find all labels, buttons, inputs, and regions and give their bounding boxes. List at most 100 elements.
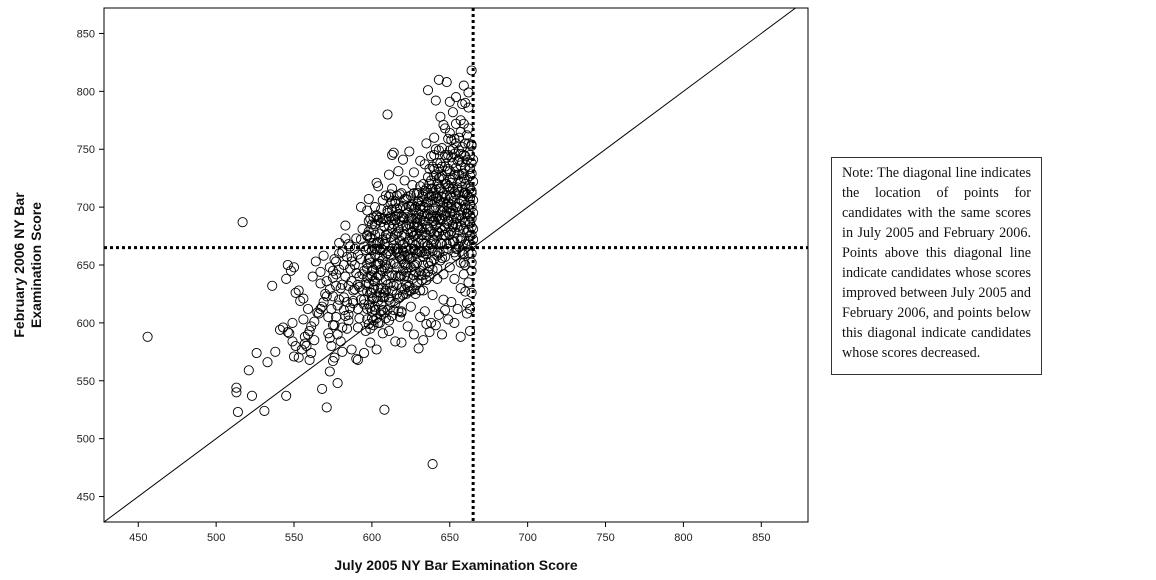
data-point	[440, 305, 451, 316]
data-point	[332, 378, 343, 389]
data-point	[315, 303, 326, 315]
data-point	[382, 109, 393, 120]
data-point	[436, 170, 448, 181]
data-point	[446, 296, 457, 308]
data-point	[432, 263, 443, 274]
data-point	[383, 325, 395, 337]
data-point	[387, 204, 398, 215]
data-point	[298, 314, 309, 325]
data-point	[388, 280, 399, 291]
data-point	[426, 151, 437, 162]
data-point	[436, 143, 448, 154]
data-point	[315, 266, 326, 277]
data-point	[293, 285, 304, 296]
y-tick-label: 700	[77, 202, 95, 214]
data-point	[323, 312, 334, 323]
data-point	[440, 149, 451, 161]
data-point	[231, 382, 242, 393]
data-point	[408, 221, 419, 232]
data-point	[455, 331, 466, 342]
data-point	[466, 202, 477, 213]
data-point	[371, 344, 382, 355]
data-point	[368, 320, 379, 331]
data-point	[274, 324, 286, 335]
x-tick-label: 650	[441, 532, 459, 544]
data-point	[463, 138, 474, 149]
data-point	[429, 163, 440, 174]
data-point	[368, 264, 379, 275]
data-point	[438, 269, 449, 280]
data-point	[427, 195, 438, 206]
data-point	[324, 284, 335, 295]
data-point	[285, 265, 296, 276]
data-point	[435, 171, 446, 183]
data-point	[354, 281, 365, 293]
data-point	[464, 325, 476, 337]
data-point	[281, 390, 292, 401]
data-point	[349, 284, 360, 295]
data-point	[446, 199, 457, 210]
y-tick-label: 800	[77, 86, 95, 98]
data-point	[413, 343, 424, 354]
data-point	[463, 87, 474, 98]
data-point	[383, 169, 395, 180]
data-point	[340, 220, 351, 231]
data-point	[357, 224, 368, 235]
data-point	[337, 322, 348, 333]
y-axis: 450 500 550 600 650 700 750 800 850	[77, 28, 104, 504]
data-point	[443, 314, 454, 325]
data-point	[436, 329, 448, 340]
y-tick-label: 850	[77, 28, 95, 40]
data-point	[424, 204, 435, 215]
data-point	[331, 256, 342, 267]
data-point	[363, 243, 374, 254]
data-point	[416, 270, 427, 281]
note-box: Note: The diagonal line indicates the lo…	[831, 157, 1042, 375]
data-point	[397, 200, 409, 212]
data-point	[452, 303, 463, 315]
data-point	[393, 166, 404, 177]
data-point	[394, 312, 405, 323]
y-axis-title-line-1: February 2006 NY Bar	[11, 192, 27, 338]
data-point	[438, 294, 449, 305]
data-point	[390, 270, 401, 281]
data-point	[288, 262, 300, 273]
data-point	[348, 295, 359, 306]
data-point	[433, 74, 444, 85]
data-point	[408, 243, 419, 254]
data-point	[368, 212, 379, 223]
data-point	[365, 233, 376, 244]
data-point	[366, 287, 377, 298]
data-point	[327, 265, 339, 276]
data-point	[402, 236, 413, 247]
data-point	[429, 132, 440, 143]
data-point	[243, 365, 254, 376]
data-point	[390, 198, 401, 209]
data-point	[306, 347, 317, 359]
diagonal-line	[103, 7, 796, 523]
data-point	[304, 354, 315, 365]
y-axis-title-line-2: Examination Score	[28, 202, 44, 328]
reference-lines	[103, 7, 808, 523]
data-point	[404, 146, 415, 157]
data-point	[424, 271, 435, 282]
x-tick-label: 750	[596, 532, 614, 544]
data-point	[298, 293, 309, 304]
data-point	[302, 303, 314, 315]
data-point	[430, 95, 441, 106]
data-point	[365, 323, 376, 334]
data-point	[246, 390, 258, 401]
data-point	[391, 190, 402, 201]
data-point	[455, 115, 466, 126]
data-point	[430, 202, 441, 213]
data-point	[427, 264, 438, 275]
data-point	[390, 229, 401, 240]
data-point	[327, 272, 339, 283]
data-point	[251, 347, 262, 359]
data-point	[324, 366, 335, 377]
data-point	[407, 180, 418, 191]
data-point	[443, 133, 454, 144]
data-point	[433, 163, 444, 174]
data-point	[463, 181, 474, 192]
